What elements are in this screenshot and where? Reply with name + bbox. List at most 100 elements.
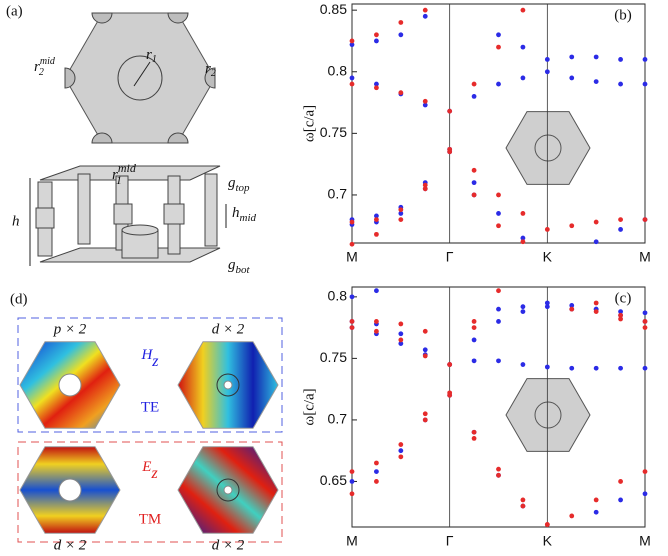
x-tick-label: M bbox=[346, 533, 358, 549]
y-tick-label: 0.85 bbox=[320, 1, 347, 17]
band-point bbox=[398, 20, 403, 25]
band-point bbox=[398, 331, 403, 336]
sym: h bbox=[232, 205, 240, 221]
band-point bbox=[545, 365, 550, 370]
slab-3d bbox=[36, 166, 220, 262]
band-series bbox=[350, 149, 526, 246]
band-point bbox=[447, 362, 452, 367]
band-point bbox=[545, 57, 550, 62]
band-point bbox=[374, 319, 379, 324]
band-point bbox=[398, 442, 403, 447]
sub: z bbox=[151, 353, 159, 370]
label-h: h bbox=[12, 213, 20, 229]
unit-cell bbox=[65, 13, 215, 143]
band-point bbox=[472, 319, 477, 324]
mode-label: d × 2 bbox=[212, 321, 245, 337]
band-point bbox=[472, 168, 477, 173]
band-point bbox=[350, 294, 355, 299]
label-gtop: gtop bbox=[228, 175, 250, 193]
band-point bbox=[423, 411, 428, 416]
band-point bbox=[521, 498, 526, 503]
band-point bbox=[643, 325, 648, 330]
band-point bbox=[374, 217, 379, 222]
band-point bbox=[496, 307, 501, 312]
y-tick-label: 0.65 bbox=[320, 472, 347, 488]
band-point bbox=[618, 57, 623, 62]
band-point bbox=[521, 309, 526, 314]
band-point bbox=[374, 288, 379, 293]
band-point bbox=[496, 473, 501, 478]
x-tick-label: M bbox=[639, 533, 651, 549]
band-point bbox=[472, 325, 477, 330]
band-point bbox=[618, 317, 623, 322]
y-tick-label: 0.8 bbox=[328, 62, 348, 78]
band-point bbox=[496, 193, 501, 198]
x-tick-label: M bbox=[639, 249, 651, 265]
band-series bbox=[350, 147, 648, 232]
band-point bbox=[374, 85, 379, 90]
band-point bbox=[569, 76, 574, 81]
band-point bbox=[374, 461, 379, 466]
sup: mid bbox=[40, 56, 56, 67]
sub: 1 bbox=[152, 54, 157, 65]
band-point bbox=[472, 193, 477, 198]
band-point bbox=[350, 39, 355, 44]
band-series bbox=[350, 325, 648, 370]
panel-label: (b) bbox=[614, 7, 632, 23]
tm-label: TM bbox=[139, 511, 162, 527]
band-point bbox=[521, 76, 526, 81]
band-point bbox=[594, 220, 599, 225]
band-point bbox=[618, 227, 623, 232]
label-gbot: gbot bbox=[228, 257, 251, 275]
band-point bbox=[521, 362, 526, 367]
y-tick-label: 0.7 bbox=[328, 186, 348, 202]
band-point bbox=[374, 479, 379, 484]
band-point bbox=[496, 467, 501, 472]
band-point bbox=[594, 498, 599, 503]
band-point bbox=[398, 32, 403, 37]
inset-cell bbox=[506, 112, 590, 452]
band-point bbox=[569, 307, 574, 312]
band-point bbox=[398, 338, 403, 343]
band-point bbox=[521, 239, 526, 244]
plot-frame bbox=[352, 4, 645, 243]
band-point bbox=[423, 8, 428, 13]
band-series bbox=[350, 69, 648, 113]
band-point bbox=[545, 227, 550, 232]
sub: 2 bbox=[39, 67, 44, 78]
sub: 2 bbox=[211, 68, 216, 79]
band-series bbox=[350, 288, 648, 367]
band-point bbox=[618, 479, 623, 484]
te-label: TE bbox=[141, 399, 159, 415]
sub: bot bbox=[236, 264, 251, 276]
band-point bbox=[423, 347, 428, 352]
band-point bbox=[569, 223, 574, 228]
band-point bbox=[594, 366, 599, 371]
band-point bbox=[423, 186, 428, 191]
y-tick-label: 0.75 bbox=[320, 124, 347, 140]
band-point bbox=[521, 504, 526, 509]
band-point bbox=[447, 393, 452, 398]
x-tick-label: Γ bbox=[446, 249, 454, 265]
y-tick-label: 0.75 bbox=[320, 349, 347, 365]
band-point bbox=[374, 469, 379, 474]
band-point bbox=[618, 366, 623, 371]
band-point bbox=[496, 211, 501, 216]
panel-label: (d) bbox=[10, 291, 28, 307]
y-axis-label: ω[c/a] bbox=[301, 105, 317, 142]
band-point bbox=[423, 14, 428, 19]
band-point bbox=[472, 358, 477, 363]
band-point bbox=[350, 325, 355, 330]
band-point bbox=[594, 301, 599, 306]
band-point bbox=[374, 32, 379, 37]
band-point bbox=[594, 55, 599, 60]
band-point bbox=[350, 76, 355, 81]
band-point bbox=[496, 319, 501, 324]
sub: z bbox=[150, 465, 158, 482]
band-point bbox=[398, 207, 403, 212]
band-point bbox=[398, 322, 403, 327]
band-point bbox=[447, 109, 452, 114]
tm-field: Ez bbox=[141, 459, 158, 481]
sub: top bbox=[236, 182, 251, 194]
